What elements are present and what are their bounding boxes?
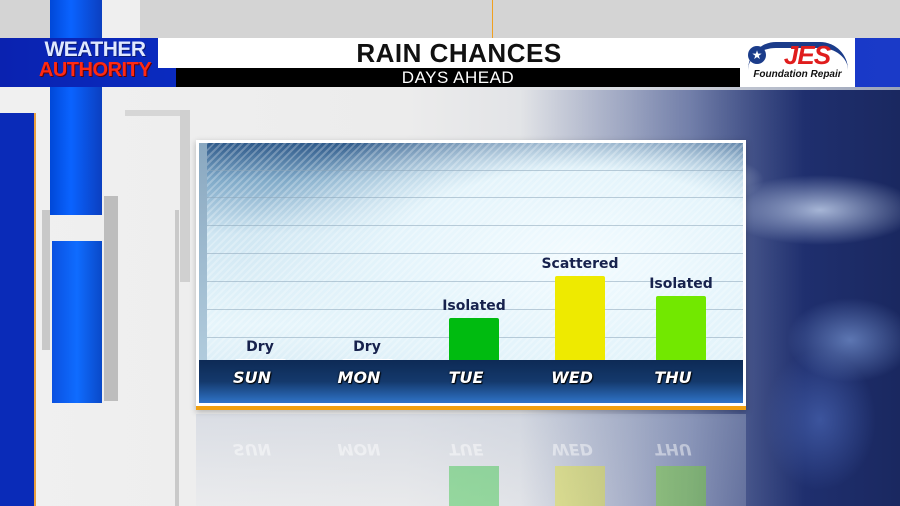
- page-title: RAIN CHANCES: [356, 38, 562, 68]
- star-icon: ★: [748, 46, 766, 64]
- brand-line-2: AUTHORITY: [38, 59, 152, 81]
- reflected-tick-label: THU: [654, 440, 692, 459]
- gridline: [207, 225, 743, 226]
- reflected-bar: [555, 466, 605, 506]
- x-tick-label: WED: [551, 368, 593, 387]
- decor-gray-column: [175, 210, 179, 506]
- decor-blue-column-top: [50, 0, 102, 215]
- x-tick-label: SUN: [233, 368, 271, 387]
- decor-gray-column: [42, 210, 50, 350]
- bar-label: Isolated: [442, 298, 506, 314]
- chart-panel: Dry Dry Isolated Scattered Isolated SUN: [196, 140, 746, 410]
- sponsor-name: JES: [783, 40, 831, 70]
- subtitle-bar: DAYS AHEAD: [176, 68, 740, 87]
- gridline: [207, 309, 743, 310]
- top-strip: [0, 0, 900, 38]
- x-tick-label: THU: [654, 368, 692, 387]
- bar-group-wed: Scattered: [541, 256, 619, 363]
- gridline: [207, 281, 743, 282]
- swoosh-icon: [748, 42, 848, 70]
- gridline: [207, 170, 743, 171]
- panel-edge: [199, 143, 207, 403]
- sponsor-logo: ★ JES Foundation Repair: [740, 38, 855, 87]
- chart-plot-area: Dry Dry Isolated Scattered Isolated SUN: [199, 143, 743, 403]
- top-strip-accent-line: [492, 0, 493, 38]
- bar: [449, 318, 499, 363]
- reflected-tick-label: SUN: [233, 440, 271, 459]
- gridline: [207, 197, 743, 198]
- x-axis-band: SUN MON TUE WED THU: [199, 360, 743, 403]
- bar: [656, 296, 706, 363]
- page-subtitle: DAYS AHEAD: [401, 68, 515, 87]
- decor-gray-column: [104, 196, 118, 401]
- chart-reflection: SUN MON TUE WED THU: [196, 414, 746, 506]
- bar-group-sun: Dry: [230, 339, 290, 363]
- bar-group-tue: Isolated: [442, 298, 506, 363]
- bar-label: Isolated: [649, 276, 713, 292]
- weather-authority-logo: WEATHER AUTHORITY: [30, 38, 160, 86]
- bar-label: Dry: [246, 339, 274, 355]
- decor-gray-column: [180, 110, 190, 282]
- reflected-tick-label: MON: [337, 440, 381, 459]
- sponsor-tagline: Foundation Repair: [753, 69, 842, 80]
- bar-label: Scattered: [541, 256, 619, 272]
- x-tick-label: MON: [337, 368, 381, 387]
- brand-line-1: WEATHER: [44, 38, 146, 61]
- gridline: [207, 253, 743, 254]
- title-bar: RAIN CHANCES: [158, 38, 740, 68]
- x-tick-label: TUE: [448, 368, 484, 387]
- decor-blue-column-mid: [52, 241, 102, 403]
- reflected-tick-label: TUE: [448, 440, 484, 459]
- bars-container: Dry Dry Isolated Scattered Isolated: [207, 143, 743, 363]
- reflected-bar: [656, 466, 706, 506]
- bar: [555, 276, 605, 363]
- decor-blue-column-left: [0, 113, 36, 506]
- decor-gray-bar: [125, 110, 190, 116]
- bar-label: Dry: [353, 339, 381, 355]
- reflected-bar: [449, 466, 499, 506]
- reflected-tick-label: WED: [551, 440, 593, 459]
- bar-group-thu: Isolated: [649, 276, 713, 363]
- bar-group-mon: Dry: [337, 339, 397, 363]
